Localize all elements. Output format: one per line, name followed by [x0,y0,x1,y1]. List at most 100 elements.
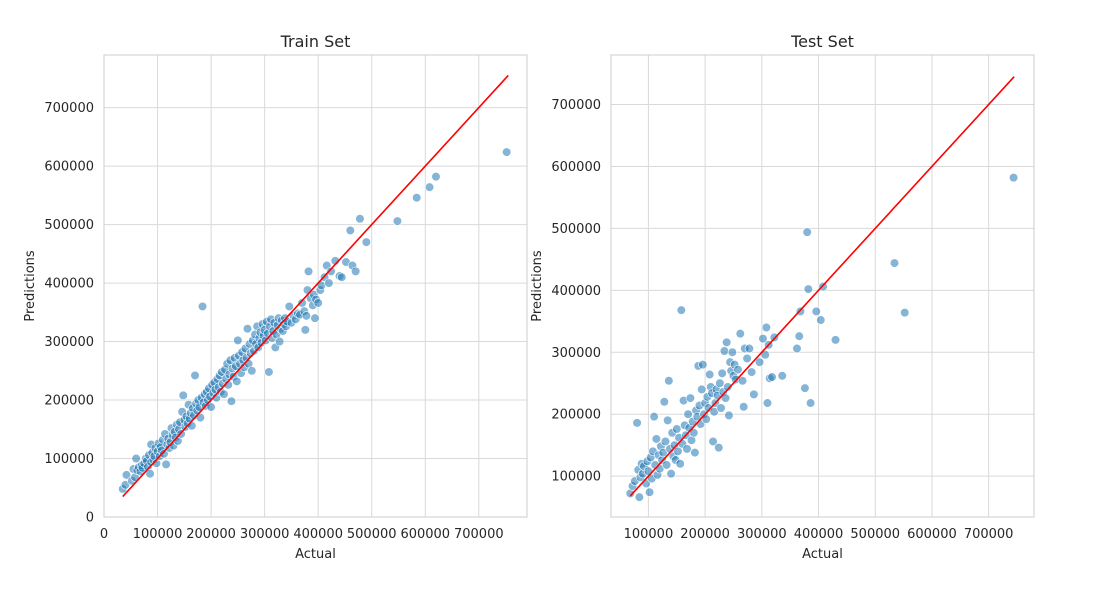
train-data-point [120,480,131,490]
test-data-point [682,444,692,454]
test-set-panel: 100000 200000 300000 400000 500000 600000 7000… [530,32,1035,562]
train-y-tick-label: 500000 [44,218,94,233]
train-data-point [275,336,285,347]
train-x-tick-label: 400000 [293,527,343,542]
train-data-point [197,301,208,312]
train-reference-line [122,74,509,498]
train-data-point [178,390,188,400]
train-data-point [392,216,403,226]
test-data-point [666,469,676,479]
test-data-point [697,384,707,395]
test-data-point [716,403,726,413]
train-x-tick-label: 200000 [186,527,236,542]
train-data-point [226,396,237,406]
test-data-point [708,436,718,447]
test-data-point [792,343,802,354]
train-data-point [131,453,141,464]
test-data-point [830,335,841,345]
test-data-point [744,343,754,354]
test-data-point [651,434,661,444]
train-data-point [242,324,253,334]
train-set-panel: 0 100000 200000 300000 400000 500000 600000 700… [23,32,528,562]
test-data-point [803,284,813,294]
train-data-point [412,193,422,203]
train-data-point [233,335,243,345]
test-data-point [737,376,748,386]
test-data-point [760,350,770,360]
train-data-point [190,370,200,381]
test-data-point [777,371,787,381]
test-data-point [723,382,733,392]
train-data-point [355,214,365,224]
test-data-point [659,397,669,407]
test-data-point [802,227,812,237]
test-data-point [701,414,711,424]
train-data-point [159,449,169,459]
test-data-point [705,369,715,380]
train-data-point [303,266,314,276]
test-y-tick-label: 100000 [551,470,601,485]
test-data-point [675,459,685,469]
test-x-tick-label: 300000 [737,527,787,542]
train-data-point [161,459,171,469]
test-x-tick-label: 200000 [680,527,730,542]
train-data-point [284,301,294,312]
train-y-tick-label: 200000 [44,394,94,409]
test-data-point [762,398,773,408]
test-y-tick-label: 600000 [551,160,601,175]
train-data-point [324,278,334,288]
test-data-point [634,492,644,502]
test-y-tick-label: 500000 [551,222,601,237]
test-x-tick-label: 100000 [624,527,674,542]
test-data-point [698,360,708,370]
train-y-tick-label: 300000 [44,335,94,350]
test-x-tick-label: 400000 [794,527,844,542]
train-data-point [219,389,229,399]
train-data-point [337,272,347,282]
train-data-point [424,182,435,192]
train-y-tick-label: 700000 [44,101,94,116]
test-data-point [720,393,731,403]
train-data-point [361,237,371,247]
test-reference-line [629,76,1015,497]
test-y-tick-label: 400000 [551,284,601,299]
train-data-point [310,313,320,323]
train-data-point [502,147,512,157]
test-data-point [805,398,816,408]
train-data-point [431,172,441,182]
train-x-tick-label: 700000 [454,527,504,542]
test-x-tick-label: 700000 [964,527,1014,542]
test-data-point [727,347,737,357]
train-x-tick-label: 0 [100,527,108,542]
train-data-point [121,470,132,480]
test-data-point [690,447,700,458]
train-plot-border [103,54,528,518]
test-data-point [724,410,734,421]
test-y-tick-label: 700000 [551,98,601,113]
test-data-point [735,329,745,339]
train-y-tick-label: 100000 [44,452,94,467]
test-data-point [758,334,768,344]
test-data-point [673,446,683,456]
train-y-tick-label: 600000 [44,160,94,175]
train-y-tick-label: 400000 [44,277,94,292]
test-data-point [714,443,724,453]
test-data-point [660,436,671,447]
test-y-tick-label: 200000 [551,408,601,423]
test-data-point [742,353,752,364]
train-y-axis-label: Predictions [23,250,38,322]
test-data-point [672,424,682,434]
train-data-point [187,421,197,431]
test-x-tick-label: 500000 [850,527,900,542]
train-x-tick-label: 100000 [133,527,183,542]
test-data-point [632,418,642,428]
test-data-point [661,460,672,470]
test-chart-title: Test Set [790,32,854,51]
test-data-point [663,415,673,425]
train-data-point [313,298,323,308]
test-data-point [715,378,725,388]
train-data-point [345,225,355,236]
test-data-point [719,346,730,356]
test-data-point [733,365,743,375]
test-data-point [1008,173,1019,183]
